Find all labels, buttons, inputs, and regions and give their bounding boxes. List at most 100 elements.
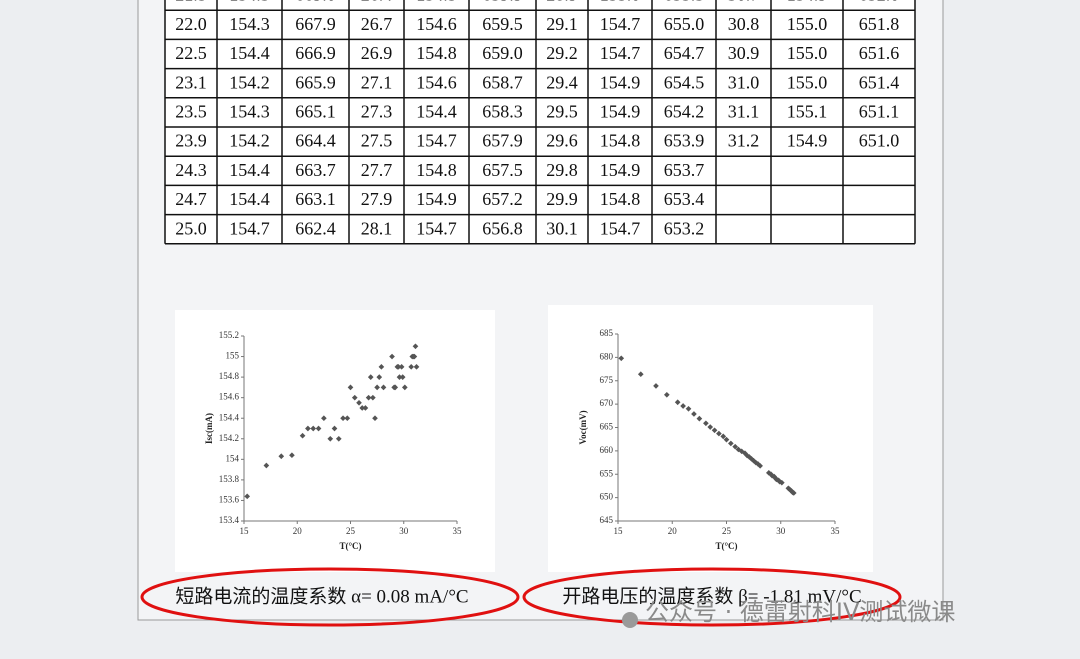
- table-cell: 30.8: [728, 14, 760, 34]
- table-cell: 669.0: [295, 0, 336, 5]
- table-cell: 31.2: [728, 131, 760, 151]
- table-cell: 154.8: [600, 131, 641, 151]
- x-tick-label: 15: [614, 526, 624, 536]
- point: [716, 430, 722, 437]
- table-cell: 28.1: [361, 218, 393, 238]
- table-cell: 659.9: [482, 0, 523, 5]
- table-cell: 29.2: [546, 43, 578, 63]
- y-axis-title: Voc(mV): [578, 410, 588, 444]
- table-cell: 27.3: [361, 102, 393, 122]
- point: [411, 353, 418, 360]
- table-cell: 23.5: [175, 102, 207, 122]
- point: [398, 364, 405, 370]
- table-cell: 657.9: [482, 131, 523, 151]
- table-cell: 154.9: [600, 72, 641, 92]
- point: [685, 405, 692, 412]
- table-cell: 155.0: [787, 43, 828, 63]
- point: [401, 384, 408, 391]
- table-cell: 663.7: [295, 160, 336, 180]
- table-cell: 154.4: [229, 189, 270, 209]
- table-cell: 653.7: [664, 160, 705, 180]
- point: [399, 374, 406, 380]
- table-cell: 154.3: [229, 0, 270, 5]
- point: [413, 364, 420, 370]
- y-tick-label: 153.8: [219, 474, 240, 484]
- y-tick-label: 154: [226, 453, 240, 463]
- table-cell: 29.1: [546, 14, 578, 34]
- table-cell: 154.5: [416, 0, 457, 5]
- table-cell: 667.9: [295, 14, 336, 34]
- x-tick-label: 35: [831, 526, 841, 536]
- point: [340, 415, 346, 422]
- point: [779, 479, 785, 486]
- x-tick-label: 20: [293, 526, 303, 536]
- point: [392, 384, 399, 391]
- y-tick-label: 650: [600, 492, 614, 502]
- watermark: 公众号 · 德雷射科IV测试微课: [645, 598, 955, 626]
- chart-bg: [175, 310, 495, 572]
- table-cell: 155.0: [600, 0, 641, 5]
- point: [707, 424, 714, 430]
- table-cell: 659.0: [482, 43, 523, 63]
- table-cell: 23.9: [175, 131, 207, 151]
- table-cell: 29.4: [546, 72, 578, 92]
- y-tick-label: 685: [600, 328, 614, 338]
- table-cell: 29.9: [546, 189, 578, 209]
- y-tick-label: 155.2: [219, 330, 239, 340]
- table-cell: 659.5: [482, 14, 523, 34]
- table-cell: 666.9: [295, 43, 336, 63]
- point: [380, 384, 387, 391]
- table-cell: 23.1: [175, 72, 207, 92]
- point: [396, 374, 403, 380]
- y-tick-label: 154.4: [219, 412, 240, 422]
- highlight-ellipse: [522, 567, 902, 627]
- point: [359, 405, 366, 411]
- y-axis-title: Isc(mA): [204, 413, 214, 444]
- table-cell: 29.6: [546, 131, 578, 151]
- point: [395, 364, 402, 370]
- x-tick-label: 20: [668, 526, 678, 536]
- chart: 153.4 153.6 153.8 154 154.2 154.4 154.6 154.8 15…: [175, 310, 495, 572]
- watermark-icon: [622, 612, 638, 628]
- y-tick-label: 154.2: [219, 433, 239, 443]
- table-cell: 154.7: [600, 14, 641, 34]
- point: [299, 432, 306, 439]
- point: [696, 415, 703, 422]
- point: [327, 435, 334, 442]
- y-tick-label: 665: [600, 422, 614, 432]
- table-cell: 656.8: [482, 218, 523, 238]
- table-cell: 22.5: [175, 43, 207, 63]
- point: [663, 391, 670, 398]
- table-cell: 154.2: [229, 72, 270, 92]
- table-cell: 654.5: [664, 72, 705, 92]
- table-cell: 25.0: [175, 218, 207, 238]
- table-cell: 651.1: [859, 102, 900, 122]
- point: [412, 343, 419, 350]
- point: [653, 383, 659, 389]
- table-cell: 651.8: [859, 14, 900, 34]
- table-cell: 653.4: [664, 189, 705, 209]
- table-cell: 654.7: [664, 43, 705, 63]
- chart-bg: [548, 305, 873, 572]
- table-cell: 154.9: [600, 160, 641, 180]
- y-tick-label: 154.6: [219, 392, 240, 402]
- table-cell: 31.0: [728, 72, 760, 92]
- charts: 153.4 153.6 153.8 154 154.2 154.4 154.6 154.8 15…: [175, 305, 873, 572]
- table-bg: [165, 0, 915, 244]
- point: [362, 405, 369, 411]
- point: [315, 425, 322, 432]
- point: [321, 415, 327, 422]
- table-cell: 154.9: [787, 131, 828, 151]
- table-cell: 657.2: [482, 189, 523, 209]
- y-tick-label: 153.6: [219, 495, 240, 505]
- y-tick-label: 155: [226, 351, 240, 361]
- point: [370, 394, 376, 401]
- table-cell: 30.7: [728, 0, 760, 5]
- table-cell: 155.0: [787, 72, 828, 92]
- table-cell: 29.5: [546, 102, 578, 122]
- point: [351, 394, 358, 401]
- point: [335, 435, 342, 442]
- table-cell: 664.4: [295, 131, 336, 151]
